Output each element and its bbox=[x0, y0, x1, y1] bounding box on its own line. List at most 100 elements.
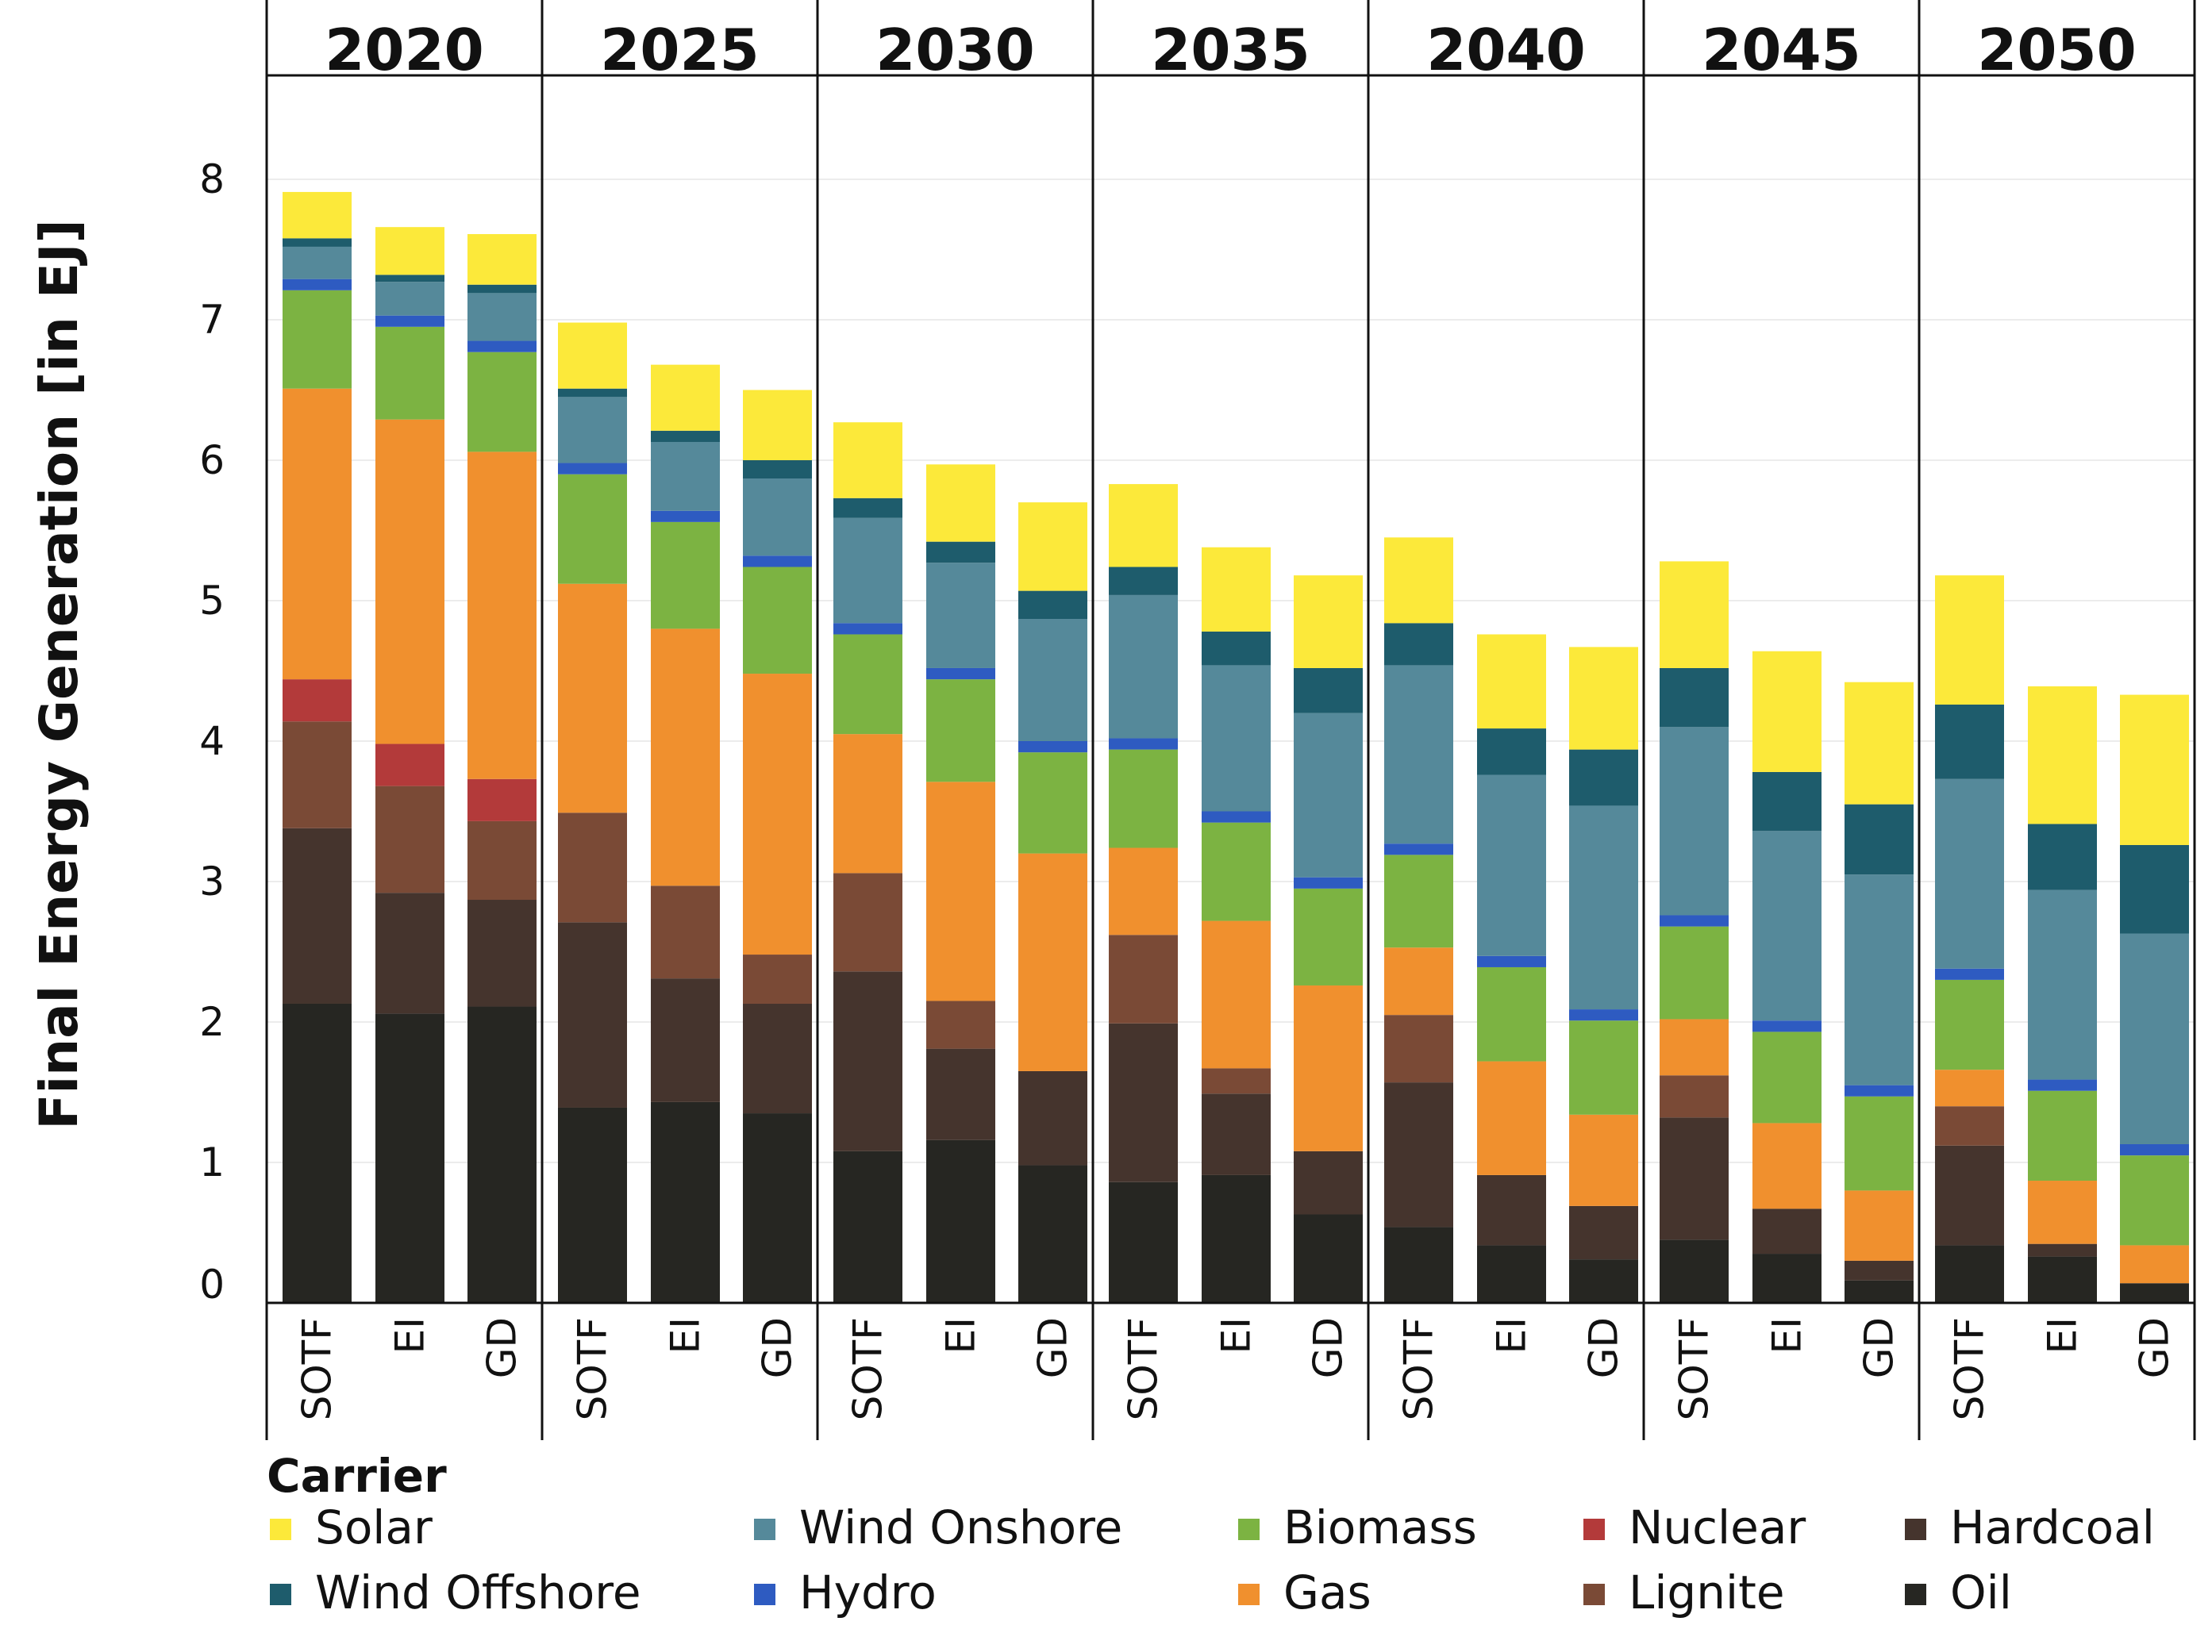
y-axis: 0 1 2 3 4 5 6 7 8 bbox=[199, 156, 225, 1308]
bar-2030-sotf-hydro bbox=[833, 623, 902, 635]
bar-2040-ei-gas bbox=[1477, 1061, 1546, 1175]
bar-2040-gd-solar bbox=[1569, 647, 1638, 750]
bar-2035-ei-biomass bbox=[1202, 822, 1271, 921]
x-tick-label-2045-sotf: SOTF bbox=[1672, 1317, 1718, 1420]
bar-2025-ei-hydro bbox=[651, 510, 720, 522]
x-tick-label-2050-sotf: SOTF bbox=[1947, 1317, 1993, 1420]
bar-2030-sotf-hardcoal bbox=[833, 971, 902, 1151]
bar-2030-gd-wind-onshore bbox=[1018, 619, 1087, 741]
legend-label-wind-offshore: Wind Offshore bbox=[315, 1566, 641, 1619]
bar-2030-sotf-solar bbox=[833, 422, 902, 498]
bar-2045-sotf-hydro bbox=[1660, 915, 1729, 927]
legend-swatch-wind-onshore bbox=[754, 1519, 775, 1540]
bar-2030-ei-biomass bbox=[926, 679, 995, 782]
bar-2025-ei-wind-onshore bbox=[651, 441, 720, 511]
bar-2045-gd-solar bbox=[1845, 682, 1914, 805]
y-tick-label-7: 7 bbox=[199, 297, 225, 343]
bar-2035-gd-hardcoal bbox=[1294, 1151, 1363, 1215]
bar-2030-sotf-wind-offshore bbox=[833, 498, 902, 518]
legend-swatch-oil bbox=[1905, 1584, 1926, 1605]
bar-2045-gd-biomass bbox=[1845, 1096, 1914, 1191]
bar-2020-sotf-nuclear bbox=[283, 679, 352, 722]
bar-2040-gd-oil bbox=[1569, 1259, 1638, 1303]
bar-2040-sotf-wind-offshore bbox=[1384, 623, 1453, 666]
bar-2050-sotf-oil bbox=[1935, 1245, 2004, 1303]
bar-2020-ei-hardcoal bbox=[375, 893, 444, 1014]
x-tick-label-2035-ei: EI bbox=[1214, 1317, 1260, 1354]
bar-2045-ei-biomass bbox=[1752, 1032, 1822, 1124]
bar-2020-ei-solar bbox=[375, 227, 444, 275]
bar-2050-sotf-hydro bbox=[1935, 968, 2004, 980]
bar-2020-sotf-oil bbox=[283, 1003, 352, 1303]
bar-2040-sotf-solar bbox=[1384, 537, 1453, 624]
y-tick-label-1: 1 bbox=[199, 1139, 225, 1185]
bar-2025-sotf-hardcoal bbox=[558, 922, 627, 1108]
x-tick-label-2030-sotf: SOTF bbox=[845, 1317, 891, 1420]
bar-2040-sotf-hydro bbox=[1384, 843, 1453, 855]
legend-swatch-hydro bbox=[754, 1584, 775, 1605]
bar-2030-ei-wind-onshore bbox=[926, 563, 995, 668]
bar-2020-gd-wind-onshore bbox=[467, 293, 537, 341]
bar-2040-gd-wind-offshore bbox=[1569, 749, 1638, 806]
bar-2050-ei-gas bbox=[2028, 1181, 2097, 1244]
y-axis-label: Final Energy Generation [in EJ] bbox=[29, 219, 90, 1129]
x-tick-label-2020-ei: EI bbox=[387, 1317, 433, 1354]
bar-2050-sotf-biomass bbox=[1935, 979, 2004, 1070]
bar-2020-sotf-biomass bbox=[283, 290, 352, 389]
bar-2040-sotf-lignite bbox=[1384, 1015, 1453, 1083]
bar-2050-sotf-wind-offshore bbox=[1935, 704, 2004, 779]
x-tick-label-2040-gd: GD bbox=[1581, 1317, 1627, 1378]
legend-swatch-gas bbox=[1238, 1584, 1260, 1605]
bar-2025-sotf-solar bbox=[558, 322, 627, 389]
bar-2020-ei-oil bbox=[375, 1013, 444, 1303]
x-tick-label-2030-gd: GD bbox=[1030, 1317, 1076, 1378]
bar-2030-ei-hardcoal bbox=[926, 1048, 995, 1140]
bar-2035-gd-oil bbox=[1294, 1214, 1363, 1303]
bar-2025-gd-wind-offshore bbox=[743, 460, 812, 479]
legend: Carrier Solar Wind Onshore Biomass Nuclear H… bbox=[267, 1449, 2155, 1619]
bar-2025-sotf-oil bbox=[558, 1107, 627, 1303]
bar-2045-gd-hydro bbox=[1845, 1085, 1914, 1097]
bar-2050-ei-hardcoal bbox=[2028, 1243, 2097, 1257]
bar-2020-ei-biomass bbox=[375, 326, 444, 420]
bar-2045-sotf-gas bbox=[1660, 1019, 1729, 1076]
bar-2040-ei-wind-offshore bbox=[1477, 728, 1546, 775]
bar-2035-ei-oil bbox=[1202, 1174, 1271, 1303]
bar-2025-sotf-hydro bbox=[558, 463, 627, 474]
bar-2050-sotf-lignite bbox=[1935, 1106, 2004, 1146]
bar-2030-ei-hydro bbox=[926, 667, 995, 680]
bar-2040-ei-wind-onshore bbox=[1477, 774, 1546, 956]
bar-2020-gd-oil bbox=[467, 1006, 537, 1303]
bar-2045-sotf-solar bbox=[1660, 561, 1729, 668]
bar-2020-gd-lignite bbox=[467, 820, 537, 901]
legend-label-gas: Gas bbox=[1283, 1566, 1371, 1619]
bars: SOTF EI GD SOTF EI GD SOTF EI GD SOTF EI GD SOTF EI GD… bbox=[283, 191, 2189, 1420]
bar-2020-gd-solar bbox=[467, 234, 537, 285]
bar-2045-ei-gas bbox=[1752, 1123, 1822, 1209]
bar-2040-gd-hydro bbox=[1569, 1009, 1638, 1021]
bar-2035-sotf-wind-offshore bbox=[1109, 567, 1178, 595]
bar-2020-gd-biomass bbox=[467, 352, 537, 452]
legend-label-hydro: Hydro bbox=[799, 1566, 937, 1619]
year-header-2030: 2030 bbox=[875, 17, 1034, 83]
x-tick-label-2050-gd: GD bbox=[2132, 1317, 2178, 1378]
bar-2020-ei-hydro bbox=[375, 315, 444, 327]
year-header-2045: 2045 bbox=[1702, 17, 1860, 83]
bar-2030-gd-wind-offshore bbox=[1018, 590, 1087, 620]
bar-2020-ei-lignite bbox=[375, 786, 444, 893]
x-tick-label-2045-ei: EI bbox=[1764, 1317, 1810, 1354]
bar-2025-ei-biomass bbox=[651, 521, 720, 629]
bar-2035-sotf-hydro bbox=[1109, 738, 1178, 750]
bar-2045-sotf-hardcoal bbox=[1660, 1117, 1729, 1240]
bar-2040-gd-hardcoal bbox=[1569, 1205, 1638, 1260]
x-tick-label-2020-sotf: SOTF bbox=[294, 1317, 340, 1420]
bar-2045-ei-solar bbox=[1752, 651, 1822, 772]
bar-2045-gd-wind-onshore bbox=[1845, 874, 1914, 1085]
bar-2030-sotf-biomass bbox=[833, 634, 902, 735]
bar-2050-gd-oil bbox=[2120, 1283, 2189, 1303]
bar-2020-gd-nuclear bbox=[467, 778, 537, 821]
y-tick-label-5: 5 bbox=[199, 578, 225, 624]
legend-swatch-wind-offshore bbox=[270, 1584, 291, 1605]
year-header-2040: 2040 bbox=[1426, 17, 1585, 83]
bar-2035-ei-wind-offshore bbox=[1202, 631, 1271, 666]
